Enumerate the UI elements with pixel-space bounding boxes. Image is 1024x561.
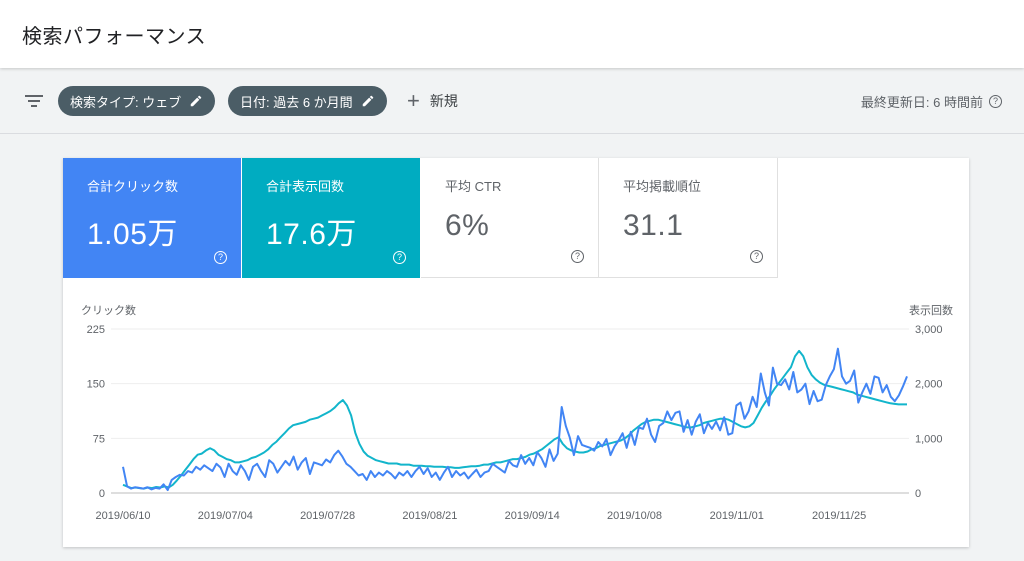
clicks-series-line <box>122 347 908 492</box>
left-axis-label: クリック数 <box>81 304 136 317</box>
metric-value: 1.05万 <box>87 218 178 251</box>
top-app-bar: 検索パフォーマンス <box>0 0 1024 68</box>
date-filter-chip[interactable]: 日付: 過去 6 か月間 <box>228 86 387 116</box>
new-filter-label: 新規 <box>429 93 458 109</box>
help-icon[interactable]: ? <box>571 250 584 263</box>
filter-icon[interactable] <box>24 93 44 109</box>
metric-total-impressions[interactable]: 合計表示回数 17.6万 ? <box>242 158 420 278</box>
metric-label: 合計表示回数 <box>266 179 345 194</box>
metric-average-position[interactable]: 平均掲載順位 31.1 ? <box>599 158 778 278</box>
metric-label: 合計クリック数 <box>87 179 179 194</box>
x-tick-label: 2019/11/01 <box>710 510 764 522</box>
left-tick-label: 225 <box>87 324 105 336</box>
metric-average-ctr[interactable]: 平均 CTR 6% ? <box>421 158 599 278</box>
help-icon[interactable]: ? <box>750 250 763 263</box>
last-updated-text: 最終更新日: 6 時間前 <box>860 95 983 110</box>
impressions-series-line <box>122 349 907 490</box>
date-chip-label: 日付: 過去 6 か月間 <box>240 94 353 110</box>
help-icon[interactable]: ? <box>989 95 1002 108</box>
right-axis-label: 表示回数 <box>909 303 953 317</box>
x-tick-label: 2019/06/10 <box>95 510 150 522</box>
metric-value: 31.1 <box>623 209 684 242</box>
performance-chart[interactable]: クリック数 表示回数 0 0 75 1,000 150 2,000 225 3,000 2019… <box>63 278 969 547</box>
x-tick-label: 2019/10/08 <box>607 510 662 522</box>
right-tick-label: 3,000 <box>915 324 943 336</box>
right-tick-label: 1,000 <box>915 433 943 445</box>
edit-icon <box>190 95 202 107</box>
performance-card: 合計クリック数 1.05万 ? 合計表示回数 17.6万 ? 平均 CTR 6%… <box>63 158 969 547</box>
new-filter-button[interactable]: + 新規 <box>407 86 458 116</box>
metric-value: 6% <box>445 209 490 242</box>
x-tick-label: 2019/08/21 <box>402 510 457 522</box>
search-type-filter-chip[interactable]: 検索タイプ: ウェブ <box>58 86 216 116</box>
help-icon[interactable]: ? <box>214 251 227 264</box>
x-tick-label: 2019/07/28 <box>300 510 355 522</box>
help-icon[interactable]: ? <box>393 251 406 264</box>
x-tick-label: 2019/11/25 <box>812 510 866 522</box>
last-updated: 最終更新日: 6 時間前 ? <box>861 92 1002 111</box>
metric-label: 平均 CTR <box>445 179 502 194</box>
right-tick-label: 0 <box>915 488 921 500</box>
x-tick-label: 2019/07/04 <box>198 510 253 522</box>
left-tick-label: 150 <box>87 379 105 391</box>
search-type-chip-label: 検索タイプ: ウェブ <box>70 94 182 110</box>
plus-icon: + <box>407 88 420 113</box>
page-title: 検索パフォーマンス <box>22 26 207 48</box>
x-tick-label: 2019/09/14 <box>505 510 560 522</box>
right-tick-label: 2,000 <box>915 379 943 391</box>
left-tick-label: 0 <box>99 488 105 500</box>
metric-total-clicks[interactable]: 合計クリック数 1.05万 ? <box>63 158 241 278</box>
left-tick-label: 75 <box>93 433 105 445</box>
edit-icon <box>362 95 373 107</box>
metric-value: 17.6万 <box>266 218 357 251</box>
metric-label: 平均掲載順位 <box>623 179 702 194</box>
